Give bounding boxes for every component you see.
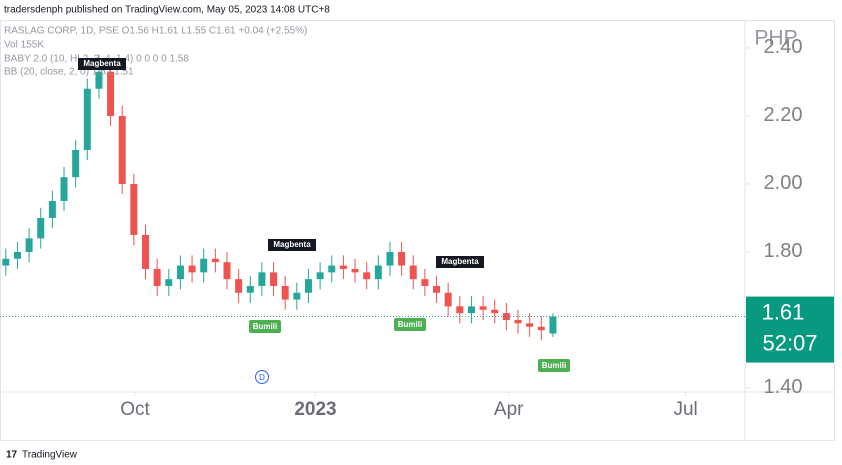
- legend-volume: Vol 155K: [4, 40, 44, 51]
- annotation-buy: Bumili: [253, 322, 277, 331]
- chart-frame: [0, 20, 835, 441]
- plot-area: [0, 54, 745, 341]
- candle-body: [363, 272, 371, 280]
- candle-body: [339, 265, 347, 269]
- candle-body: [188, 265, 196, 273]
- candle-body: [142, 234, 149, 269]
- candle-body: [60, 177, 68, 201]
- footer-brand: TradingView: [22, 450, 78, 461]
- last-price-box: [746, 296, 834, 363]
- candle-body: [2, 258, 10, 266]
- candle-body: [211, 258, 219, 263]
- annotation-sell: Magbenta: [273, 240, 311, 249]
- y-tick-label: 2.00: [764, 172, 803, 194]
- candle-body: [433, 285, 441, 293]
- candle-body: [25, 238, 33, 252]
- footer-logo: 17: [6, 450, 18, 461]
- candle-body: [165, 279, 173, 286]
- candle-body: [246, 285, 254, 293]
- x-tick-label: Apr: [494, 399, 524, 420]
- legend-main: RASLAG CORP, 1D, PSE O1.56 H1.61 L1.55 C…: [4, 26, 307, 37]
- annotation-buy: Bumili: [398, 320, 422, 329]
- x-tick-label: 2023: [294, 399, 336, 420]
- candle-body: [258, 272, 266, 286]
- candle-body: [526, 323, 534, 327]
- candle-body: [514, 319, 522, 324]
- candle-body: [13, 251, 21, 259]
- last-price-label: 1.61: [762, 299, 805, 324]
- dividend-marker: D: [259, 373, 265, 382]
- candle-body: [223, 262, 231, 280]
- candle-body: [95, 71, 103, 89]
- legend-bb: BB (20, close, 2, 0) 1.62 1.51: [4, 67, 134, 78]
- candle-body: [456, 306, 464, 314]
- candle-body: [235, 279, 243, 293]
- candle-body: [153, 268, 161, 286]
- candle-body: [118, 115, 126, 184]
- y-tick-label: 2.20: [764, 104, 803, 126]
- candle-body: [72, 149, 80, 178]
- candle-body: [409, 265, 417, 280]
- candle-body: [444, 292, 452, 307]
- candle-body: [351, 268, 359, 273]
- candle-body: [176, 265, 184, 280]
- annotation-sell: Magbenta: [83, 59, 121, 68]
- annotation-sell: Magbenta: [441, 257, 479, 266]
- candle-body: [130, 183, 138, 235]
- candle-body: [537, 326, 545, 331]
- y-tick-label: 1.40: [764, 376, 803, 398]
- candle-body: [270, 272, 278, 286]
- y-tick-label: 2.40: [764, 36, 803, 58]
- y-tick-label: 1.80: [764, 240, 803, 262]
- candle-body: [502, 313, 510, 320]
- candle-body: [304, 279, 312, 293]
- candle-body: [37, 217, 45, 239]
- candle-body: [398, 251, 406, 266]
- x-tick-label: Oct: [120, 399, 150, 420]
- candle-body: [549, 316, 557, 334]
- candle-body: [328, 265, 336, 273]
- x-tick-label: Jul: [673, 399, 697, 420]
- countdown: 52:07: [762, 330, 817, 355]
- candle-body: [421, 279, 429, 286]
- candle-body: [386, 251, 394, 266]
- annotation: Magbenta Magbenta Magbenta Bumili Bumili…: [78, 58, 570, 384]
- candle-body: [83, 88, 91, 150]
- header: tradersdenph published on TradingView.co…: [4, 5, 330, 16]
- candle-body: [316, 272, 324, 280]
- candle-body: [48, 200, 56, 218]
- candle-body: [467, 306, 475, 314]
- candle-body: [491, 309, 499, 314]
- candle-body: [293, 292, 301, 300]
- candle-body: [200, 258, 208, 273]
- annotation-buy: Bumili: [542, 361, 566, 370]
- candle-body: [479, 306, 487, 310]
- currency: PHP: [754, 27, 797, 50]
- candle-body: [107, 71, 115, 116]
- candle-body: [281, 285, 289, 300]
- candle-body: [374, 265, 382, 280]
